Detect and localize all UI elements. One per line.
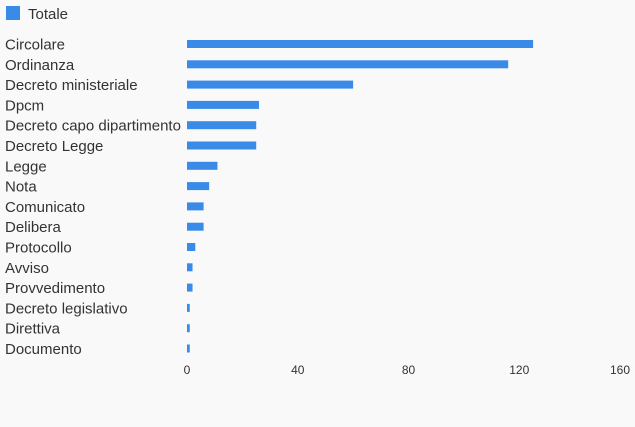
category-label-decreto-ministeriale: Decreto ministeriale (5, 77, 138, 94)
legend-swatch-totale (6, 6, 20, 20)
bar-direttiva (187, 324, 190, 333)
bar-provvedimento (187, 283, 193, 292)
bar-documento (187, 344, 190, 353)
category-labels: Circolare Ordinanza Decreto ministeriale Dp… (5, 37, 181, 359)
category-label-provvedimento: Provvedimento (5, 280, 105, 297)
x-tick-label-40: 40 (291, 363, 305, 377)
bar-circolare (187, 40, 534, 48)
x-tick-label-80: 80 (402, 363, 416, 377)
bar-nota (187, 182, 210, 191)
category-label-decreto-legge: Decreto Legge (5, 138, 103, 155)
category-label-avviso: Avviso (5, 260, 49, 277)
bar-comunicato (187, 202, 204, 211)
legend-label-totale: Totale (28, 6, 68, 23)
category-label-direttiva: Direttiva (5, 321, 61, 338)
bar-protocollo (187, 243, 196, 251)
category-label-documento: Documento (5, 341, 82, 358)
category-label-nota: Nota (5, 179, 37, 196)
bar-decreto-capo-dipartimento (187, 121, 257, 130)
x-tick-label-160: 160 (610, 363, 630, 377)
bar-dpcm (187, 100, 259, 109)
x-axis-ticks: 0 40 80 120 160 (184, 363, 631, 377)
bar-avviso (187, 263, 193, 272)
category-label-delibera: Delibera (5, 219, 62, 236)
category-label-decreto-legislativo: Decreto legislativo (5, 300, 128, 317)
bar-ordinanza (187, 60, 509, 69)
category-label-decreto-capo-dipartimento: Decreto capo dipartimento (5, 118, 181, 135)
category-label-comunicato: Comunicato (5, 199, 85, 216)
bar-delibera (187, 222, 204, 231)
category-label-dpcm: Dpcm (5, 97, 44, 114)
category-label-circolare: Circolare (5, 37, 65, 54)
bar-legge (187, 161, 218, 170)
x-tick-label-120: 120 (509, 363, 529, 377)
category-label-ordinanza: Ordinanza (5, 57, 75, 74)
x-tick-label-0: 0 (184, 363, 191, 377)
category-label-protocollo: Protocollo (5, 240, 72, 257)
category-label-legge: Legge (5, 158, 47, 175)
bar-decreto-legislativo (187, 303, 190, 312)
bar-decreto-legge (187, 141, 257, 150)
bar-decreto-ministeriale (187, 80, 354, 89)
bars (187, 40, 534, 353)
legend: Totale (6, 6, 68, 23)
